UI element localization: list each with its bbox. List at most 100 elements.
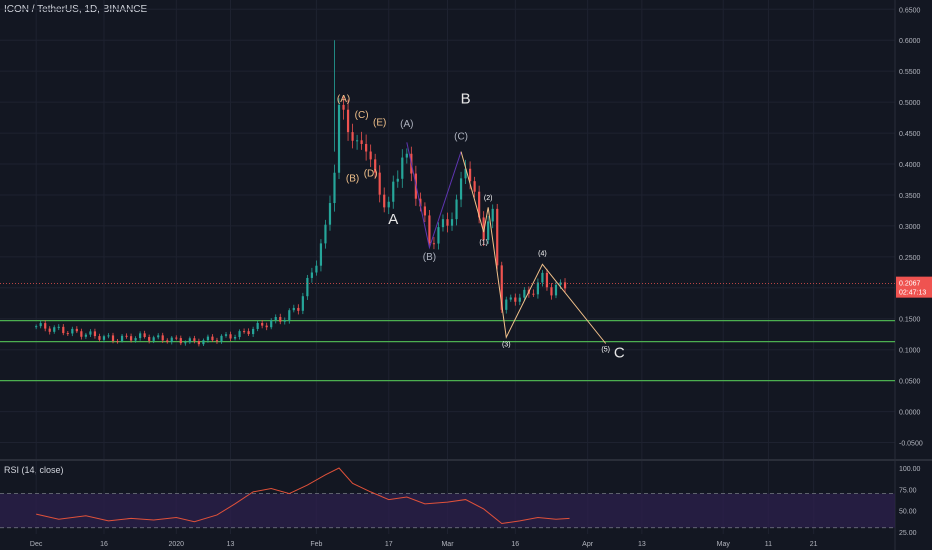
candle-body — [496, 208, 499, 266]
x-tick-label: 2020 — [168, 541, 184, 548]
wave-label: (A) — [337, 94, 350, 105]
candle-body — [378, 172, 381, 195]
candle-body — [39, 323, 42, 327]
candle-body — [469, 168, 472, 182]
candle-body — [175, 337, 178, 339]
wave-label: (C) — [355, 110, 369, 121]
candle-body — [541, 272, 544, 283]
y-tick-label: 0.4000 — [899, 162, 921, 169]
candle-body — [301, 296, 304, 311]
candle-body — [98, 336, 101, 340]
candle-body — [428, 215, 431, 244]
candle-body — [374, 159, 377, 173]
wave-label: (5) — [601, 347, 610, 354]
y-tick-label: 0.6500 — [899, 7, 921, 14]
candle-body — [206, 336, 210, 341]
candle-body — [310, 272, 313, 278]
elliott-wave-line — [460, 151, 607, 344]
x-tick-label: 16 — [100, 541, 108, 548]
wave-label: (C) — [454, 131, 468, 142]
candle-body — [346, 109, 350, 133]
last-price-value: 0.2067 — [899, 281, 921, 288]
wave-label: (1) — [479, 239, 488, 246]
candle-body — [143, 333, 146, 337]
candle-body — [550, 287, 553, 296]
candle-body — [509, 297, 512, 300]
candle-body — [523, 289, 526, 298]
y-tick-label: 0.2500 — [899, 255, 921, 262]
candle-body — [125, 335, 128, 337]
main-wave-label: B — [461, 90, 471, 107]
y-tick-label: 0.4500 — [899, 131, 921, 138]
candle-body — [48, 328, 51, 332]
candle-body — [396, 178, 399, 182]
wave-label: (3) — [502, 342, 511, 349]
y-tick-label: 0.1000 — [899, 348, 921, 355]
candle-body — [71, 328, 74, 334]
candle-body — [247, 331, 250, 335]
candle-body — [202, 340, 205, 345]
candle-body — [423, 206, 426, 216]
candle-body — [53, 327, 56, 332]
candle-body — [75, 328, 78, 332]
candle-body — [478, 191, 481, 218]
candle-body — [328, 203, 332, 225]
candle-body — [242, 331, 246, 333]
candle-body — [80, 331, 83, 337]
candle-body — [450, 219, 454, 226]
candle-body — [487, 221, 490, 240]
y-tick-label: 0.0000 — [899, 410, 921, 417]
candle-body — [441, 219, 445, 228]
wave-label: (4) — [538, 251, 547, 258]
candle-body — [455, 199, 458, 220]
candle-body — [57, 326, 60, 328]
candle-body — [107, 335, 110, 337]
candle-body — [139, 333, 142, 339]
candle-body — [283, 320, 286, 322]
candle-body — [197, 341, 200, 345]
candle-body — [437, 227, 440, 244]
x-tick-label: 13 — [638, 541, 646, 548]
candle-body — [89, 331, 92, 335]
candle-body — [188, 338, 191, 343]
wave-label: (B) — [346, 173, 359, 184]
candle-body — [369, 151, 372, 160]
candle-body — [211, 336, 214, 341]
candle-body — [229, 334, 232, 339]
candle-body — [129, 336, 133, 341]
candle-body — [292, 307, 295, 311]
candle-body — [265, 325, 268, 328]
candle-body — [324, 224, 327, 244]
candle-body — [161, 335, 164, 341]
y-tick-label: 0.5000 — [899, 100, 921, 107]
main-wave-label: C — [614, 345, 625, 362]
candle-body — [518, 297, 521, 302]
wave-label: (2) — [484, 195, 493, 202]
y-tick-label: 0.0500 — [899, 379, 921, 386]
candle-body — [84, 334, 87, 337]
candle-body — [233, 337, 237, 339]
y-tick-label: 0.3000 — [899, 224, 921, 231]
candle-body — [446, 219, 449, 226]
abc-wave-line — [406, 142, 462, 250]
candle-body — [419, 198, 422, 207]
candle-body — [432, 243, 436, 245]
candle-body — [563, 282, 567, 289]
main-wave-label: A — [388, 211, 398, 228]
rsi-tick-label: 25.00 — [899, 530, 917, 537]
candle-body — [170, 337, 173, 343]
candle-body — [134, 338, 137, 341]
candle-body — [342, 104, 345, 110]
candle-body — [157, 335, 160, 338]
x-tick-label: Dec — [30, 541, 43, 548]
candle-body — [116, 341, 119, 343]
x-tick-label: Feb — [310, 541, 322, 548]
candle-body — [532, 293, 535, 295]
candle-body — [179, 338, 182, 344]
candle-body — [66, 333, 69, 335]
candle-body — [365, 143, 368, 152]
last-price-tag — [896, 276, 932, 298]
x-tick-label: May — [717, 541, 731, 548]
